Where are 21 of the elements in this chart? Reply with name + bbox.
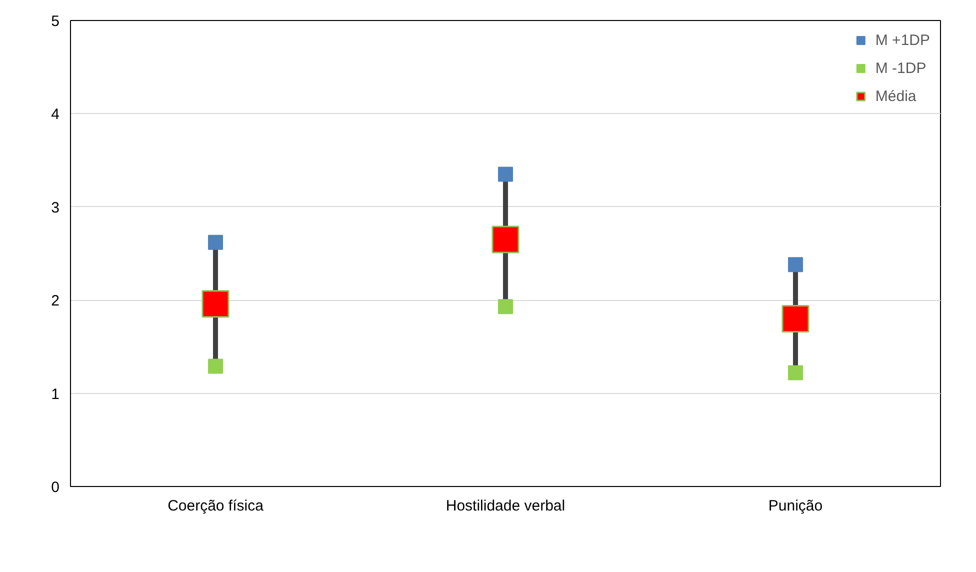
point bbox=[788, 257, 803, 272]
point bbox=[208, 234, 223, 250]
y-tick-label: 3 bbox=[51, 199, 60, 216]
y-tick-label: 5 bbox=[51, 13, 60, 30]
y-tick-label: 2 bbox=[51, 292, 60, 310]
point bbox=[202, 290, 230, 318]
y-tick-label: 0 bbox=[51, 479, 60, 496]
point bbox=[782, 304, 810, 332]
x-tick-label: Coerção física bbox=[168, 498, 264, 514]
point bbox=[498, 299, 513, 314]
legend-label: Média bbox=[875, 88, 916, 104]
legend-label: M +1DP bbox=[875, 32, 930, 48]
x-tick-label: Hostilidade verbal bbox=[446, 498, 566, 514]
point bbox=[208, 358, 223, 374]
legend-label: M -1DP bbox=[875, 60, 926, 76]
point bbox=[492, 226, 520, 254]
point bbox=[788, 365, 803, 380]
y-tick-label: 1 bbox=[51, 386, 60, 403]
point bbox=[498, 166, 513, 182]
y-tick-label: 4 bbox=[51, 106, 60, 124]
x-tick-label: Punição bbox=[768, 498, 823, 514]
